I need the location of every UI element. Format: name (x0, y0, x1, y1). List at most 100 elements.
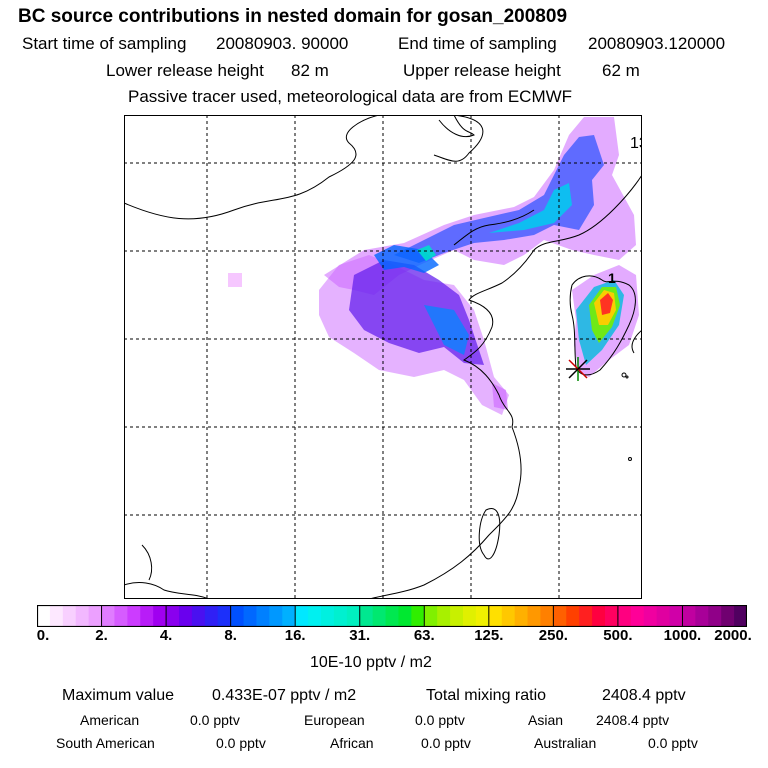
colorbar-tick-label: 4. (159, 627, 173, 644)
colorbar-cell (553, 605, 567, 627)
region-value: 0.0 pptv (415, 712, 465, 728)
colorbar-cell (101, 605, 115, 627)
colorbar-cell (230, 605, 245, 627)
colorbar-tick-label: 16. (284, 627, 306, 644)
colorbar-cell (269, 605, 283, 627)
colorbar-cell (372, 605, 387, 627)
colorbar-cell (256, 605, 270, 627)
colorbar-tick-label: 2. (95, 627, 108, 644)
colorbar-cell (49, 605, 64, 627)
colorbar-cell (127, 605, 141, 627)
colorbar-cell (359, 605, 374, 627)
colorbar-cell (605, 605, 619, 627)
colorbar-tick-label: 2000. (714, 627, 752, 644)
region-name: Australian (534, 735, 597, 751)
colorbar-cell (669, 605, 683, 627)
colorbar-cell (204, 605, 219, 627)
colorbar-cell (295, 605, 309, 627)
colorbar-cell (282, 605, 296, 627)
colorbar-cell (630, 605, 645, 627)
region-name: Asian (528, 712, 564, 728)
colorbar-cell (617, 605, 632, 627)
colorbar-cell (656, 605, 671, 627)
colorbar-cell (114, 605, 128, 627)
colorbar-cell (217, 605, 232, 627)
colorbar-cell (501, 605, 516, 627)
region-value: 0.0 pptv (421, 735, 471, 751)
region-value: 0.0 pptv (216, 735, 266, 751)
colorbar (37, 605, 747, 627)
lower-release-label: Lower release height (106, 61, 264, 80)
colorbar-tick-label: 63. (413, 627, 435, 644)
region-name: South American (56, 735, 155, 751)
total-mixing-label: Total mixing ratio (426, 687, 547, 704)
colorbar-cell (424, 605, 438, 627)
coastlines (124, 115, 642, 599)
colorbar-cell (592, 605, 606, 627)
colorbar-cell (708, 605, 722, 627)
colorbar-tick-label: 8. (224, 627, 237, 644)
end-time-label: End time of sampling (398, 34, 557, 53)
receptor-marker (566, 357, 590, 381)
map-label-top-right: 13 (630, 135, 642, 152)
map-label-station: 1 (608, 270, 616, 286)
colorbar-cell (75, 605, 90, 627)
region-value: 0.0 pptv (648, 735, 698, 751)
grid-lines (124, 115, 642, 599)
colorbar-cell (140, 605, 154, 627)
colorbar-cell (88, 605, 103, 627)
region-name: American (80, 712, 140, 728)
colorbar-cell (321, 605, 335, 627)
colorbar-cell (540, 605, 554, 627)
colorbar-cell (333, 605, 348, 627)
colorbar-cell (682, 605, 696, 627)
lower-release-value: 82 m (291, 61, 329, 80)
total-mixing-value: 2408.4 pptv (602, 687, 686, 704)
colorbar-cell (475, 605, 490, 627)
upper-release-label: Upper release height (403, 61, 561, 80)
colorbar-cell (37, 605, 51, 627)
colorbar-cell (385, 605, 399, 627)
colorbar-cell (346, 605, 361, 627)
colorbar-cell (62, 605, 77, 627)
colorbar-cell (514, 605, 529, 627)
max-value: 0.433E-07 pptv / m2 (212, 687, 357, 704)
tracer-note: Passive tracer used, meteorological data… (128, 87, 573, 106)
colorbar-cell (243, 605, 257, 627)
colorbar-tick-label: 500. (603, 627, 633, 644)
region-value: 2408.4 pptv (596, 712, 670, 728)
colorbar-cell (398, 605, 412, 627)
colorbar-cell (153, 605, 167, 627)
start-time-label: Start time of sampling (22, 34, 187, 53)
colorbar-tick-label: 250. (538, 627, 568, 644)
colorbar-cell (721, 605, 735, 627)
upper-release-value: 62 m (602, 61, 640, 80)
colorbar-cell (191, 605, 206, 627)
map-plot: 13 1 (124, 115, 642, 599)
colorbar-tick-label: 125. (474, 627, 504, 644)
colorbar-cell (308, 605, 322, 627)
colorbar-cell (695, 605, 709, 627)
colorbar-cell (166, 605, 180, 627)
colorbar-cell (450, 605, 464, 627)
colorbar-units: 10E-10 pptv / m2 (310, 654, 432, 671)
colorbar-cell (579, 605, 593, 627)
colorbar-tick-label: 1000. (663, 627, 702, 644)
colorbar-cell (643, 605, 658, 627)
colorbar-cell (179, 605, 193, 627)
colorbar-cell (734, 605, 747, 627)
colorbar-cell (411, 605, 425, 627)
colorbar-cell (437, 605, 451, 627)
colorbar-tick-label: 0. (36, 627, 50, 644)
colorbar-tick-label: 31. (349, 627, 371, 644)
chart-title: BC source contributions in nested domain… (18, 6, 568, 27)
region-name: European (304, 712, 365, 728)
colorbar-cell (566, 605, 580, 627)
colorbar-cell (488, 605, 503, 627)
map-frame (124, 115, 642, 599)
end-time-value: 20080903.120000 (588, 34, 726, 53)
region-name: African (330, 735, 374, 751)
colorbar-cell (527, 605, 541, 627)
max-label: Maximum value (62, 687, 175, 704)
region-value: 0.0 pptv (190, 712, 240, 728)
